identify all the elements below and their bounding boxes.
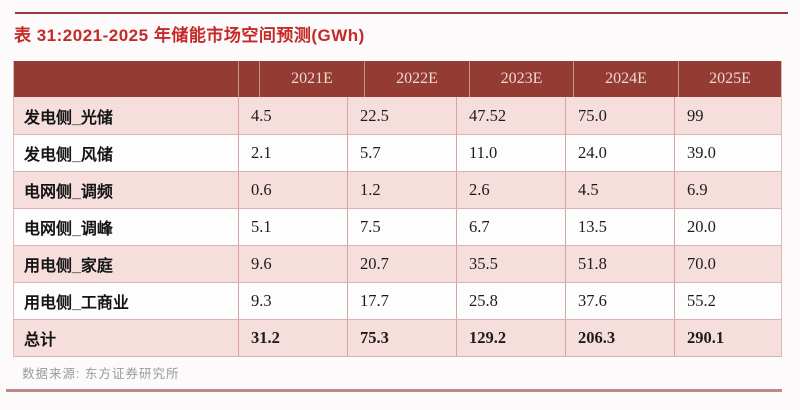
table-row-user-commercial-industrial: 用电侧_工商业 9.3 17.7 25.8 37.6 55.2 <box>14 282 781 319</box>
table-row-grid-peak-shaving: 电网侧_调峰 5.1 7.5 6.7 13.5 20.0 <box>14 208 781 245</box>
value-cell: 2.6 <box>456 172 565 208</box>
value-cell: 25.8 <box>456 283 565 319</box>
total-value-cell: 31.2 <box>238 320 347 356</box>
value-cell: 6.7 <box>456 209 565 245</box>
value-cell: 35.5 <box>456 246 565 282</box>
header-cell-2021e: 2021E <box>259 61 364 97</box>
row-label: 用电侧_家庭 <box>24 258 113 275</box>
total-value-cell: 129.2 <box>456 320 565 356</box>
value-cell: 13.5 <box>565 209 674 245</box>
value-cell: 22.5 <box>347 97 456 134</box>
value-cell: 4.5 <box>565 172 674 208</box>
table-row-total: 总计 31.2 75.3 129.2 206.3 290.1 <box>14 319 781 356</box>
value-cell: 17.7 <box>347 283 456 319</box>
row-label: 发电侧_风储 <box>24 147 113 164</box>
table-header-row: 2021E 2022E 2023E 2024E 2025E <box>14 61 781 97</box>
table-row-gen-solar-storage: 发电侧_光储 4.5 22.5 47.52 75.0 99 <box>14 97 781 134</box>
value-cell: 5.7 <box>347 135 456 171</box>
header-cell-2022e: 2022E <box>364 61 469 97</box>
total-value-cell: 206.3 <box>565 320 674 356</box>
value-cell: 39.0 <box>674 135 781 171</box>
value-cell: 24.0 <box>565 135 674 171</box>
value-cell: 20.7 <box>347 246 456 282</box>
value-cell: 55.2 <box>674 283 781 319</box>
value-cell: 9.3 <box>238 283 347 319</box>
bottom-divider-rule <box>6 389 782 392</box>
value-cell: 37.6 <box>565 283 674 319</box>
table-row-user-household: 用电侧_家庭 9.6 20.7 35.5 51.8 70.0 <box>14 245 781 282</box>
forecast-table: 2021E 2022E 2023E 2024E 2025E 发电侧_光储 4.5… <box>13 61 782 357</box>
value-cell: 4.5 <box>238 97 347 134</box>
row-label: 用电侧_工商业 <box>24 295 129 312</box>
header-cell-2025e: 2025E <box>678 61 781 97</box>
value-cell: 20.0 <box>674 209 781 245</box>
value-cell: 70.0 <box>674 246 781 282</box>
value-cell: 5.1 <box>238 209 347 245</box>
value-cell: 9.6 <box>238 246 347 282</box>
total-value-cell: 290.1 <box>674 320 781 356</box>
table-row-grid-freq-regulation: 电网侧_调频 0.6 1.2 2.6 4.5 6.9 <box>14 171 781 208</box>
value-cell: 1.2 <box>347 172 456 208</box>
row-label: 电网侧_调峰 <box>24 221 113 238</box>
row-label: 电网侧_调频 <box>24 184 113 201</box>
value-cell: 75.0 <box>565 97 674 134</box>
table-title: 表 31:2021-2025 年储能市场空间预测(GWh) <box>14 26 365 45</box>
value-cell: 51.8 <box>565 246 674 282</box>
value-cell: 2.1 <box>238 135 347 171</box>
header-cell-2024e: 2024E <box>573 61 678 97</box>
value-cell: 11.0 <box>456 135 565 171</box>
header-cell-gap <box>238 61 259 97</box>
total-row-label: 总计 <box>24 332 57 349</box>
top-divider-rule <box>15 12 788 14</box>
total-value-cell: 75.3 <box>347 320 456 356</box>
value-cell: 7.5 <box>347 209 456 245</box>
value-cell: 6.9 <box>674 172 781 208</box>
value-cell: 0.6 <box>238 172 347 208</box>
table-row-gen-wind-storage: 发电侧_风储 2.1 5.7 11.0 24.0 39.0 <box>14 134 781 171</box>
header-cell-empty <box>14 61 238 97</box>
header-cell-2023e: 2023E <box>469 61 573 97</box>
value-cell: 47.52 <box>456 97 565 134</box>
data-source-note: 数据来源: 东方证券研究所 <box>22 367 180 381</box>
row-label: 发电侧_光储 <box>24 109 113 127</box>
value-cell: 99 <box>674 97 781 134</box>
